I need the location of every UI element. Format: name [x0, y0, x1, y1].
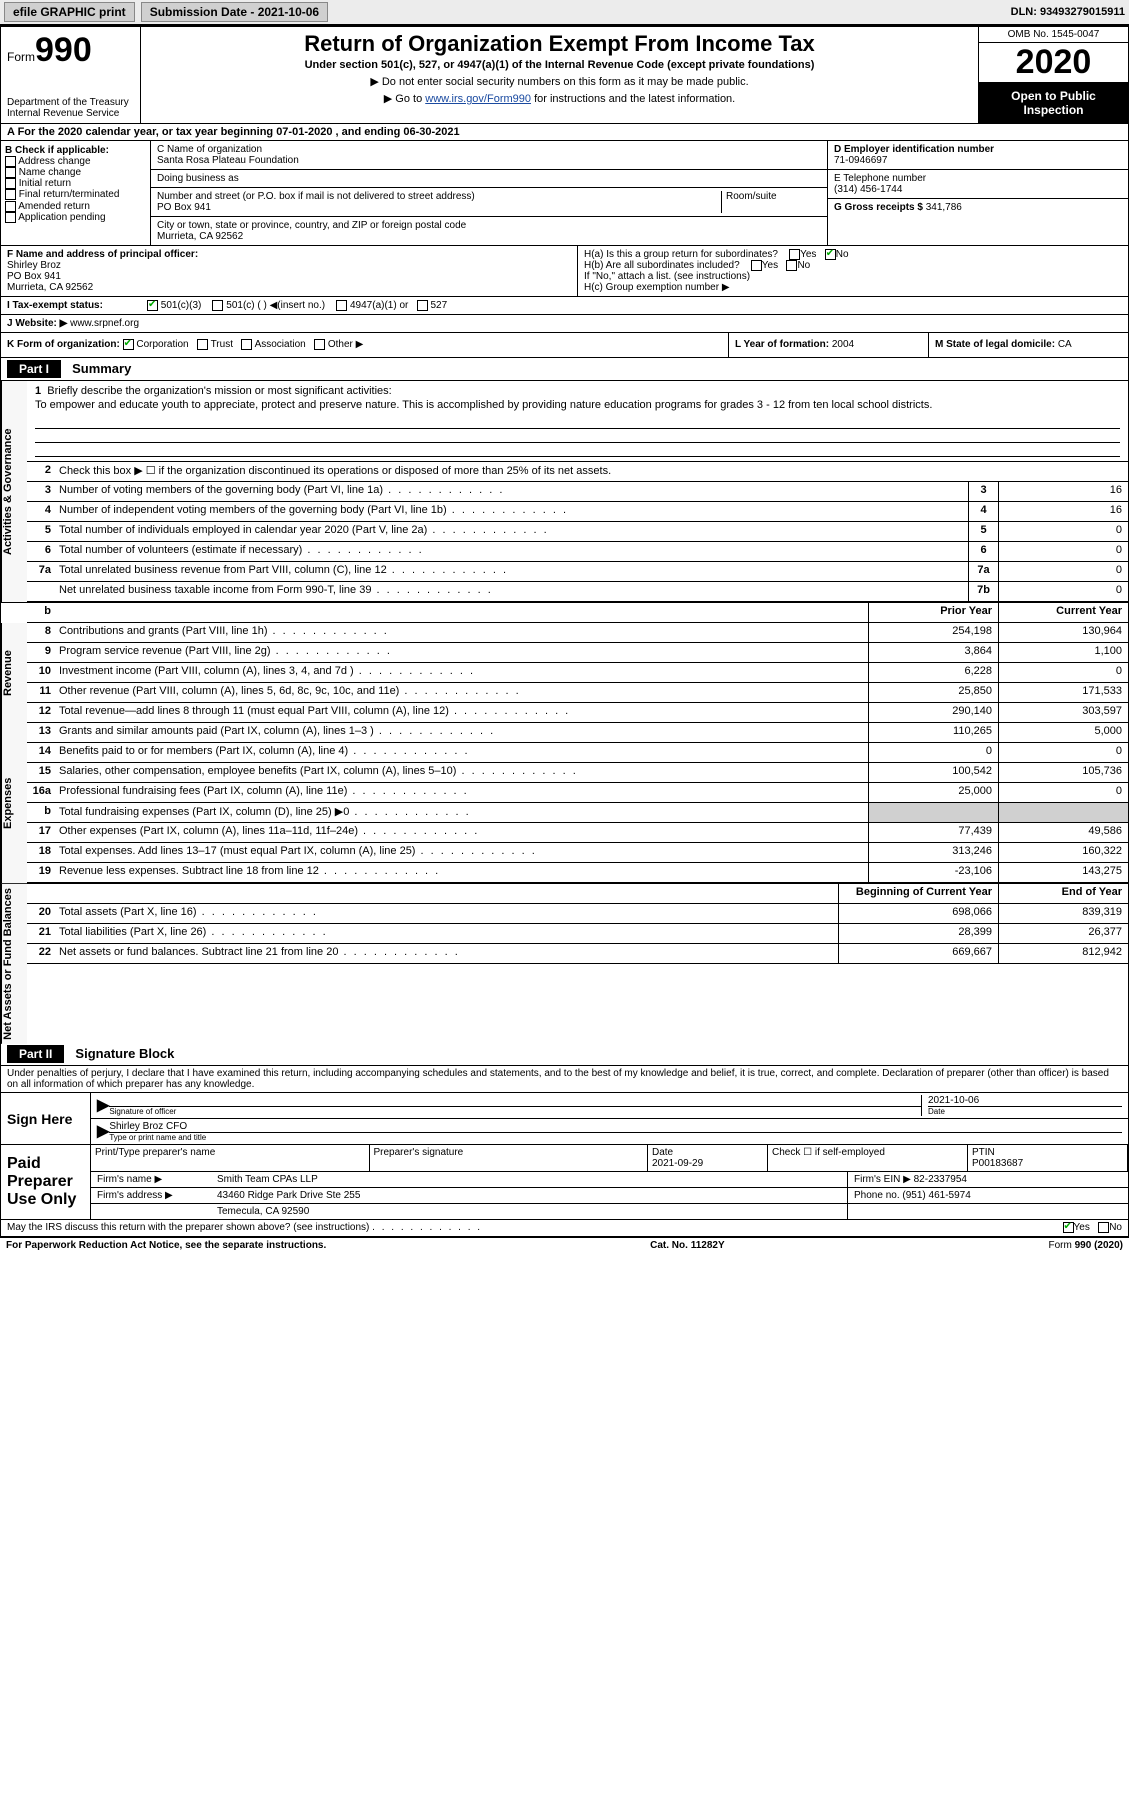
section-k: K Form of organization: Corporation Trus…: [1, 333, 728, 356]
section-i: I Tax-exempt status: 501(c)(3) 501(c) ( …: [1, 297, 1128, 315]
line-4: 4 Number of independent voting members o…: [27, 502, 1128, 522]
gross-receipts: 341,786: [926, 202, 962, 213]
line-9: 9 Program service revenue (Part VIII, li…: [27, 643, 1128, 663]
dept-label: Department of the Treasury: [7, 97, 134, 108]
line-18: 18 Total expenses. Add lines 13–17 (must…: [27, 843, 1128, 863]
line-15: 15 Salaries, other compensation, employe…: [27, 763, 1128, 783]
ein-value: 71-0946697: [834, 155, 1122, 166]
footer: For Paperwork Reduction Act Notice, see …: [0, 1238, 1129, 1253]
mission-text: To empower and educate youth to apprecia…: [35, 399, 1120, 411]
phone-value: (314) 456-1744: [834, 184, 1122, 195]
firm-name: Smith Team CPAs LLP: [211, 1172, 848, 1187]
section-h: H(a) Is this a group return for subordin…: [578, 246, 1128, 296]
line-7a: 7a Total unrelated business revenue from…: [27, 562, 1128, 582]
line-16a: 16a Professional fundraising fees (Part …: [27, 783, 1128, 803]
part1-header: Part I Summary: [1, 358, 1128, 381]
submission-date-button[interactable]: Submission Date - 2021-10-06: [141, 2, 328, 22]
form-subtitle: Under section 501(c), 527, or 4947(a)(1)…: [151, 59, 968, 71]
penalty-text: Under penalties of perjury, I declare th…: [1, 1066, 1128, 1092]
line-a: A For the 2020 calendar year, or tax yea…: [1, 124, 1128, 141]
line-2: 2 Check this box ▶ ☐ if the organization…: [27, 462, 1128, 482]
link-note: ▶ Go to www.irs.gov/Form990 for instruct…: [151, 92, 968, 105]
mission-block: 1 Briefly describe the organization's mi…: [27, 381, 1128, 462]
section-b: B Check if applicable: Address change Na…: [1, 141, 151, 245]
website-value: www.srpnef.org: [70, 318, 139, 329]
firm-addr: 43460 Ridge Park Drive Ste 255: [211, 1188, 848, 1203]
form-title: Return of Organization Exempt From Incom…: [151, 31, 968, 57]
line-8: 8 Contributions and grants (Part VIII, l…: [27, 623, 1128, 643]
vert-netassets: Net Assets or Fund Balances: [1, 884, 27, 1044]
discuss-row: May the IRS discuss this return with the…: [1, 1220, 1128, 1236]
tax-year: 2020: [979, 43, 1128, 83]
efile-button[interactable]: efile GRAPHIC print: [4, 2, 135, 22]
ssn-note: ▶ Do not enter social security numbers o…: [151, 75, 968, 88]
form-number: Form990: [7, 31, 134, 70]
line-14: 14 Benefits paid to or for members (Part…: [27, 743, 1128, 763]
line-3: 3 Number of voting members of the govern…: [27, 482, 1128, 502]
net-header: Beginning of Current Year End of Year: [27, 884, 1128, 904]
chk-amended[interactable]: Amended return: [18, 201, 90, 212]
preparer-grid: Print/Type preparer's name Preparer's si…: [91, 1145, 1128, 1172]
firm-phone: (951) 461-5974: [902, 1190, 970, 1201]
section-j: J Website: ▶ www.srpnef.org: [1, 315, 1128, 333]
vert-revenue: Revenue: [1, 623, 27, 723]
ptin-value: P00183687: [972, 1158, 1023, 1169]
section-m: M State of legal domicile: CA: [928, 333, 1128, 356]
section-l: L Year of formation: 2004: [728, 333, 928, 356]
city-value: Murrieta, CA 92562: [157, 231, 821, 242]
section-deg: D Employer identification number 71-0946…: [828, 141, 1128, 245]
pycy-header: b Prior Year Current Year: [27, 603, 1128, 623]
toolbar: efile GRAPHIC print Submission Date - 20…: [0, 0, 1129, 26]
line-10: 10 Investment income (Part VIII, column …: [27, 663, 1128, 683]
line-6: 6 Total number of volunteers (estimate i…: [27, 542, 1128, 562]
form-header: Form990 Department of the Treasury Inter…: [1, 27, 1128, 124]
org-name: Santa Rosa Plateau Foundation: [157, 155, 821, 166]
line-12: 12 Total revenue—add lines 8 through 11 …: [27, 703, 1128, 723]
irs-link[interactable]: www.irs.gov/Form990: [425, 93, 531, 105]
officer-name: Shirley Broz CFO: [109, 1121, 1122, 1132]
line-11: 11 Other revenue (Part VIII, column (A),…: [27, 683, 1128, 703]
chk-address[interactable]: Address change: [18, 156, 90, 167]
line-22: 22 Net assets or fund balances. Subtract…: [27, 944, 1128, 964]
line-b: b Total fundraising expenses (Part IX, c…: [27, 803, 1128, 823]
omb-number: OMB No. 1545-0047: [979, 27, 1128, 43]
vert-governance: Activities & Governance: [1, 381, 27, 602]
paid-prep-label: Paid Preparer Use Only: [1, 1145, 91, 1219]
dln-label: DLN: 93493279015911: [1011, 6, 1125, 18]
section-c: C Name of organization Santa Rosa Platea…: [151, 141, 828, 245]
chk-pending[interactable]: Application pending: [18, 212, 105, 223]
line-13: 13 Grants and similar amounts paid (Part…: [27, 723, 1128, 743]
public-inspection: Open to Public Inspection: [979, 83, 1128, 123]
form-container: Form990 Department of the Treasury Inter…: [0, 26, 1129, 1238]
sign-date: 2021-10-06: [928, 1095, 1122, 1106]
line-17: 17 Other expenses (Part IX, column (A), …: [27, 823, 1128, 843]
chk-name[interactable]: Name change: [19, 167, 81, 178]
line-19: 19 Revenue less expenses. Subtract line …: [27, 863, 1128, 883]
section-f: F Name and address of principal officer:…: [1, 246, 578, 296]
line-: Net unrelated business taxable income fr…: [27, 582, 1128, 602]
sign-here-label: Sign Here: [1, 1093, 91, 1144]
chk-initial[interactable]: Initial return: [19, 178, 71, 189]
line-5: 5 Total number of individuals employed i…: [27, 522, 1128, 542]
firm-ein: 82-2337954: [914, 1174, 967, 1185]
vert-expenses: Expenses: [1, 723, 27, 883]
line-21: 21 Total liabilities (Part X, line 26) 2…: [27, 924, 1128, 944]
part2-header: Part II Signature Block: [1, 1043, 1128, 1066]
chk-final[interactable]: Final return/terminated: [19, 190, 120, 201]
line-20: 20 Total assets (Part X, line 16) 698,06…: [27, 904, 1128, 924]
irs-label: Internal Revenue Service: [7, 108, 134, 119]
street-value: PO Box 941: [157, 202, 721, 213]
